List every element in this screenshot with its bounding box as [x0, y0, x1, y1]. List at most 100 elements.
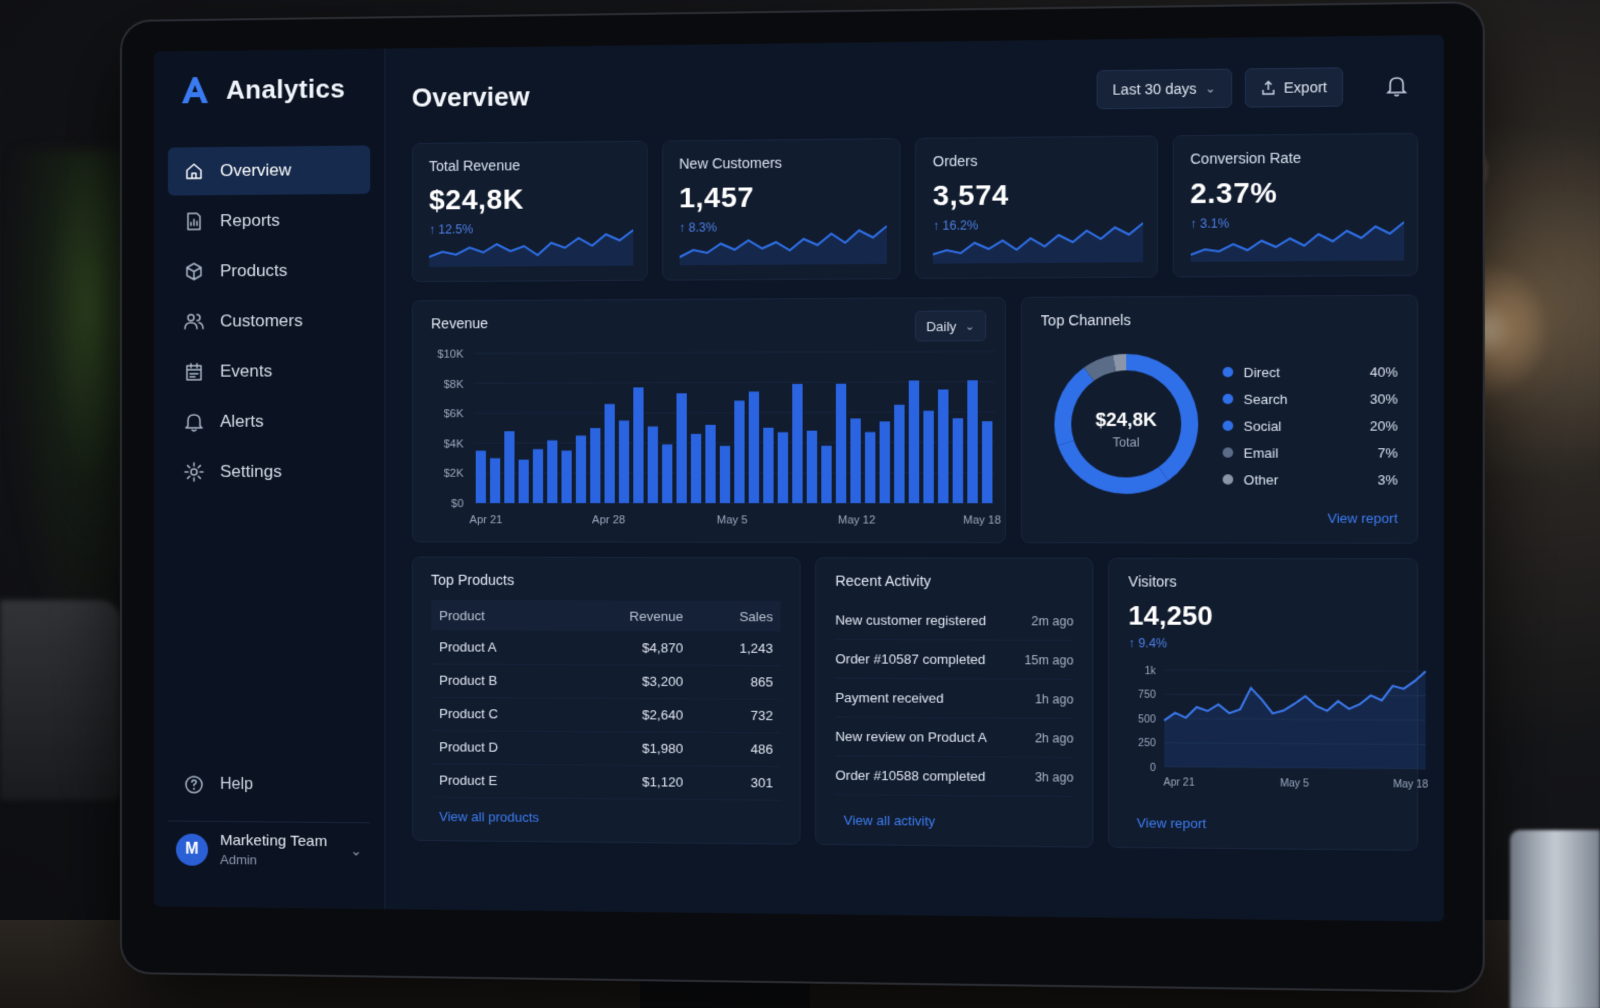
activity-text: Payment received: [835, 689, 944, 706]
view-all-activity-link[interactable]: View all activity: [843, 812, 936, 829]
y-tick-label: $8K: [444, 378, 465, 390]
revenue-bar: [532, 449, 544, 504]
kpi-value: 2.37%: [1190, 176, 1278, 210]
top-products-card: Top Products Product Revenue Sales Product…: [411, 556, 801, 845]
x-tick-label: May 18: [1393, 779, 1429, 791]
legend-item-email: Email 7%: [1222, 439, 1398, 466]
table-row[interactable]: Product D $1,980 486: [431, 730, 782, 767]
activity-item[interactable]: New customer registered 2m ago: [835, 601, 1074, 641]
kpi-card: Conversion Rate 2.37% ↑ 3.1%: [1172, 132, 1419, 278]
date-range-dropdown[interactable]: Last 30 days ⌄: [1096, 68, 1232, 110]
table-cell: 486: [691, 731, 782, 767]
revenue-bar: [967, 380, 978, 504]
granularity-dropdown[interactable]: Daily ⌄: [914, 310, 987, 342]
top-products-title: Top Products: [431, 571, 515, 589]
kpi-sparkline: [428, 223, 634, 267]
help-label: Help: [220, 775, 254, 794]
topbar: Overview Last 30 days ⌄ Export: [412, 58, 1418, 125]
legend-dot: [1222, 420, 1234, 431]
team-role: Admin: [220, 852, 258, 868]
kpi-sparkline: [1190, 217, 1404, 262]
revenue-bar: [575, 435, 587, 504]
kpi-card: Orders 3,574 ↑ 16.2%: [915, 135, 1158, 280]
legend-item-search: Search 30%: [1222, 385, 1398, 412]
revenue-bar: [894, 404, 905, 504]
revenue-bar: [952, 418, 964, 504]
sidebar-item-label: Overview: [220, 160, 292, 181]
avatar: M: [175, 833, 209, 866]
dashboard-screen: Analytics Overview Reports Products Custome…: [153, 34, 1444, 922]
table-row[interactable]: Product A $4,870 1,243: [431, 630, 782, 666]
legend-pct: 30%: [1369, 390, 1398, 407]
gear-icon: [184, 462, 204, 482]
legend-item-direct: Direct 40%: [1222, 358, 1398, 386]
notifications-button[interactable]: [1375, 66, 1418, 106]
activity-title: Recent Activity: [835, 572, 931, 590]
view-all-products-link[interactable]: View all products: [439, 808, 540, 825]
help-link[interactable]: Help: [168, 762, 370, 808]
revenue-bar: [547, 440, 558, 504]
donut-slice-social: [1063, 374, 1089, 443]
table-row[interactable]: Product C $2,640 732: [431, 696, 782, 733]
kpi-card: Total Revenue $24,8K ↑ 12.5%: [411, 140, 648, 283]
revenue-card: Revenue Daily ⌄ $10K $8K $6K $4K $2K $0 Apr 21…: [411, 296, 1006, 544]
column-header[interactable]: Sales: [691, 600, 782, 632]
brand[interactable]: Analytics: [168, 71, 370, 108]
sparkline-area: [428, 230, 634, 267]
table-cell: 732: [691, 698, 782, 733]
y-tick-label: $4K: [444, 438, 465, 450]
column-header[interactable]: Product: [431, 599, 566, 631]
activity-item[interactable]: Order #10588 completed 3h ago: [835, 756, 1074, 798]
revenue-bar: [879, 421, 890, 504]
team-switcher[interactable]: M Marketing Team Admin ⌄: [167, 820, 371, 879]
revenue-bar: [821, 445, 832, 504]
y-tick-label: $10K: [437, 349, 464, 361]
kpi-label: New Customers: [679, 154, 782, 172]
sidebar-item-events[interactable]: Events: [168, 347, 370, 396]
revenue-bar: [850, 418, 861, 504]
revenue-bar: [504, 431, 515, 504]
column-header[interactable]: Revenue: [565, 600, 692, 632]
table-row[interactable]: Product B $3,200 865: [431, 663, 782, 699]
channels-view-report-link[interactable]: View report: [1327, 510, 1398, 527]
sidebar-item-products[interactable]: Products: [168, 246, 370, 296]
page-title: Overview: [411, 80, 530, 113]
revenue-bar: [618, 420, 630, 504]
table-cell: $3,200: [565, 664, 692, 699]
sidebar-item-label: Customers: [220, 311, 303, 331]
activity-item[interactable]: New review on Product A 2h ago: [835, 717, 1074, 759]
x-tick-label: May 5: [717, 514, 748, 526]
activity-list: New customer registered 2m ago Order #1058…: [835, 601, 1074, 798]
y-tick-label: $0: [451, 498, 463, 510]
table-cell: Product E: [431, 763, 566, 798]
sidebar-item-settings[interactable]: Settings: [168, 448, 370, 496]
sidebar-item-alerts[interactable]: Alerts: [168, 397, 370, 446]
sidebar-item-overview[interactable]: Overview: [167, 145, 371, 196]
sidebar-item-reports[interactable]: Reports: [168, 196, 370, 246]
activity-item[interactable]: Order #10587 completed 15m ago: [835, 639, 1074, 680]
donut-slice-email: [1089, 363, 1114, 374]
revenue-bar: [561, 450, 572, 504]
x-tick-label: May 18: [963, 514, 1001, 526]
kpi-card: New Customers 1,457 ↑ 8.3%: [661, 138, 901, 281]
table-row[interactable]: Product E $1,120 301: [431, 763, 782, 800]
table-cell: $1,120: [565, 764, 692, 799]
visitors-delta: ↑ 9.4%: [1128, 635, 1168, 651]
table-cell: 301: [691, 765, 782, 800]
sidebar-item-customers[interactable]: Customers: [168, 297, 370, 346]
gridline: [474, 351, 995, 353]
revenue-bar: [835, 383, 847, 504]
charts-row: Revenue Daily ⌄ $10K $8K $6K $4K $2K $0 Apr 21…: [411, 294, 1419, 544]
legend-dot: [1222, 393, 1234, 405]
export-button[interactable]: Export: [1244, 67, 1344, 108]
background-pot: [0, 600, 120, 800]
table-body: Product A $4,870 1,243 Product B $3,200 865 Pr…: [431, 630, 782, 800]
table-cell: Product D: [431, 730, 566, 765]
visitors-view-report-link[interactable]: View report: [1136, 815, 1207, 832]
y-tick-label: 750: [1138, 690, 1156, 701]
activity-item[interactable]: Payment received 1h ago: [835, 678, 1074, 719]
revenue-bar: [475, 450, 486, 504]
revenue-bar: [748, 391, 760, 504]
legend-pct: 3%: [1377, 471, 1398, 488]
kpi-sparkline: [932, 219, 1144, 264]
